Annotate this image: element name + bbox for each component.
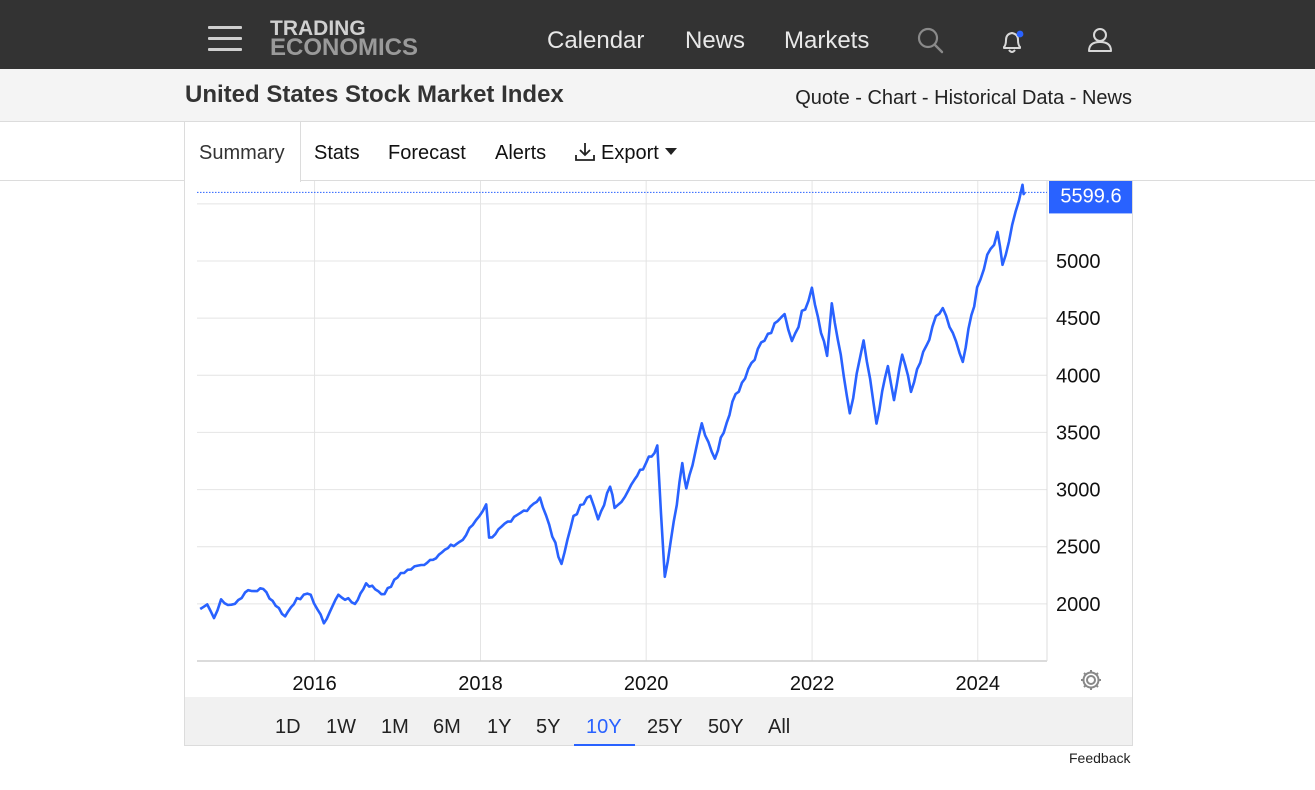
download-icon bbox=[575, 143, 595, 161]
y-tick-label: 3000 bbox=[1056, 480, 1101, 502]
range-25y[interactable]: 25Y bbox=[647, 716, 683, 738]
y-tick-label: 3500 bbox=[1056, 422, 1101, 444]
page-title: United States Stock Market Index bbox=[185, 81, 564, 108]
tab-alerts[interactable]: Alerts bbox=[495, 142, 547, 164]
nav-news-link[interactable]: News bbox=[685, 27, 746, 54]
top-navigation-bar: TRADING ECONOMICS Calendar News Markets bbox=[0, 0, 1315, 69]
logo-line-1: TRADING bbox=[270, 17, 366, 40]
quicklink-news[interactable]: News bbox=[1081, 87, 1132, 109]
caret-down-icon bbox=[665, 148, 677, 155]
last-value-badge bbox=[1049, 181, 1132, 214]
active-range-underline bbox=[574, 744, 635, 746]
range-1w[interactable]: 1W bbox=[326, 716, 356, 738]
y-tick-label: 2000 bbox=[1056, 594, 1101, 616]
range-1m[interactable]: 1M bbox=[381, 716, 409, 738]
range-selector: 1D 1W 1M 6M 1Y 5Y 10Y 25Y 50Y All bbox=[185, 697, 1132, 745]
nav-markets-link[interactable]: Markets bbox=[784, 27, 870, 54]
stock-index-line-chart[interactable]: 2000 2500 3000 3500 4000 4500 5000 2016 2018 2020… bbox=[185, 181, 1132, 697]
range-5y[interactable]: 5Y bbox=[536, 716, 561, 738]
bell-icon[interactable] bbox=[998, 27, 1028, 57]
last-value-label: 5599.6 bbox=[1060, 185, 1121, 207]
hamburger-menu-icon[interactable] bbox=[208, 26, 242, 52]
quicklink-historical-data[interactable]: Historical Data bbox=[934, 87, 1065, 109]
range-10y[interactable]: 10Y bbox=[586, 716, 622, 738]
series-line bbox=[199, 183, 1026, 625]
x-tick-label: 2016 bbox=[292, 673, 337, 695]
y-tick-label: 5000 bbox=[1056, 251, 1101, 273]
quicklink-quote[interactable]: Quote bbox=[795, 87, 850, 109]
x-tick-label: 2020 bbox=[624, 673, 669, 695]
range-1y[interactable]: 1Y bbox=[487, 716, 512, 738]
y-tick-label: 4000 bbox=[1056, 365, 1101, 387]
nav-calendar-link[interactable]: Calendar bbox=[547, 27, 645, 54]
logo-line-2: ECONOMICS bbox=[270, 34, 419, 61]
tab-forecast[interactable]: Forecast bbox=[388, 142, 466, 164]
chart-container: 2000 2500 3000 3500 4000 4500 5000 2016 2018 2020… bbox=[184, 181, 1133, 746]
quicklink-chart[interactable]: Chart bbox=[867, 87, 917, 109]
range-1d[interactable]: 1D bbox=[275, 716, 301, 738]
tab-summary-label: Summary bbox=[199, 142, 285, 164]
range-50y[interactable]: 50Y bbox=[708, 716, 744, 738]
page-title-bar: United States Stock Market Index Quote -… bbox=[0, 69, 1315, 122]
x-tick-label: 2024 bbox=[956, 673, 1001, 695]
gear-icon[interactable] bbox=[1078, 667, 1104, 693]
tab-export-label: Export bbox=[601, 142, 659, 164]
tab-stats[interactable]: Stats bbox=[314, 142, 360, 164]
tab-summary[interactable]: Summary bbox=[184, 122, 301, 182]
feedback-link[interactable]: Feedback bbox=[1069, 750, 1131, 766]
range-6m[interactable]: 6M bbox=[433, 716, 461, 738]
search-icon[interactable] bbox=[916, 26, 946, 56]
y-tick-label: 2500 bbox=[1056, 537, 1101, 559]
range-all[interactable]: All bbox=[768, 716, 791, 738]
quick-links: Quote - Chart - Historical Data - News bbox=[795, 87, 1132, 109]
x-tick-label: 2022 bbox=[790, 673, 835, 695]
x-tick-label: 2018 bbox=[458, 673, 503, 695]
user-icon[interactable] bbox=[1086, 26, 1114, 54]
trading-economics-logo[interactable]: TRADING ECONOMICS bbox=[270, 18, 440, 60]
y-tick-label: 4500 bbox=[1056, 308, 1101, 330]
tabs-bar: Summary Stats Forecast Alerts Export bbox=[0, 122, 1315, 182]
